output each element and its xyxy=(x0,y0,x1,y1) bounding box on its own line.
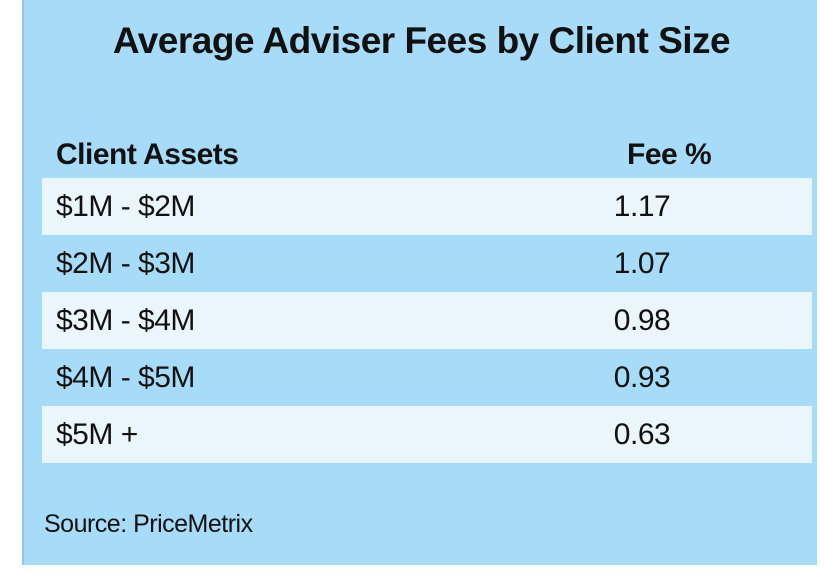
cell-client-assets: $5M + xyxy=(56,418,138,451)
table-header: Client Assets Fee % xyxy=(42,130,812,178)
column-header-fee-percent: Fee % xyxy=(627,138,712,171)
cell-client-assets: $1M - $2M xyxy=(56,190,195,223)
fee-table-card: Average Adviser Fees by Client Size Clie… xyxy=(22,0,817,565)
source-note: Source: PriceMetrix xyxy=(44,510,253,538)
cell-client-assets: $4M - $5M xyxy=(56,361,195,394)
chart-title: Average Adviser Fees by Client Size xyxy=(112,20,731,61)
cell-fee-percent: 0.93 xyxy=(613,361,671,394)
cell-fee-percent: 0.63 xyxy=(613,418,671,451)
column-header-client-assets: Client Assets xyxy=(56,138,239,171)
cell-fee-percent: 0.98 xyxy=(613,304,671,337)
table-row: $1M - $2M 1.17 xyxy=(42,178,812,235)
cell-fee-percent: 1.17 xyxy=(613,190,671,223)
cell-client-assets: $2M - $3M xyxy=(56,247,195,280)
table-row: $2M - $3M 1.07 xyxy=(42,235,812,292)
fee-table: Client Assets Fee % $1M - $2M 1.17 $2M -… xyxy=(42,130,812,463)
table-row: $3M - $4M 0.98 xyxy=(42,292,812,349)
table-row: $4M - $5M 0.93 xyxy=(42,349,812,406)
cell-fee-percent: 1.07 xyxy=(613,247,671,280)
cell-client-assets: $3M - $4M xyxy=(56,304,195,337)
table-row: $5M + 0.63 xyxy=(42,406,812,463)
